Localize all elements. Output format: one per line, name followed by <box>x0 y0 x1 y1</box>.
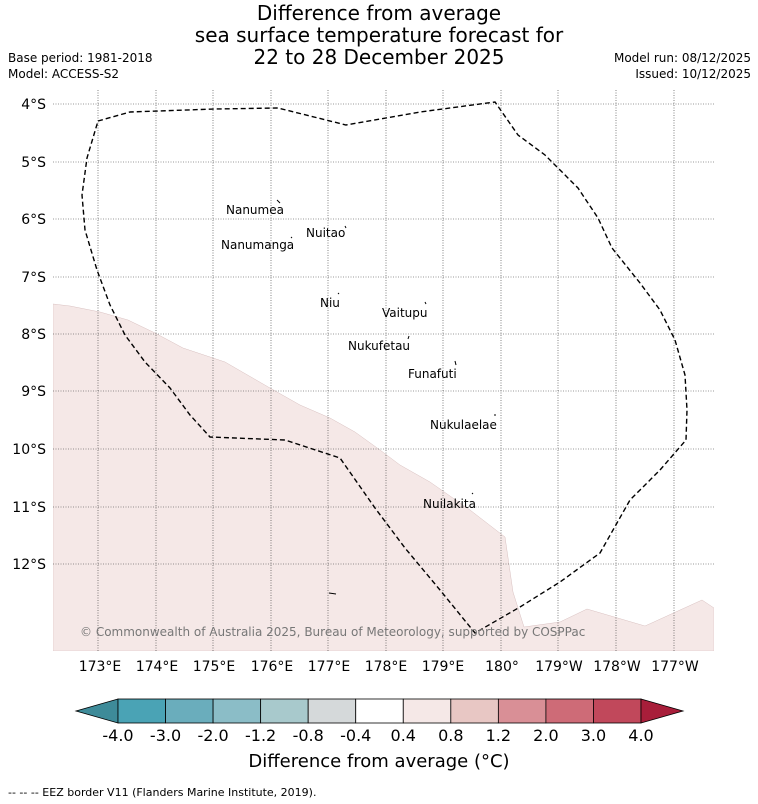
base-period: Base period: 1981-2018 <box>8 51 153 65</box>
issued-date: Issued: 10/12/2025 <box>635 67 751 81</box>
lat-label: 10°S <box>12 442 46 458</box>
colorbar-bin <box>355 698 404 724</box>
colorbar-under-arrow <box>74 698 119 724</box>
island-label: Nuitao <box>306 226 345 240</box>
colorbar-tick-label: 0.4 <box>391 726 416 745</box>
lon-label: 176°E <box>251 659 294 675</box>
colorbar-tick-label: 0.8 <box>438 726 463 745</box>
colorbar-bin <box>307 698 357 724</box>
map: Nanumea Nuitao Nanumanga Niu Vaitupu Nuk… <box>12 90 714 675</box>
lon-label: 179°E <box>422 659 465 675</box>
title-line-2: sea surface temperature forecast for <box>194 23 564 47</box>
lat-label: 11°S <box>12 500 46 516</box>
colorbar-tick-label: 4.0 <box>628 726 653 745</box>
colorbar-bin <box>450 698 499 724</box>
island-label: Nanumea <box>226 203 284 217</box>
colorbar-tick-label: 2.0 <box>533 726 558 745</box>
lon-label: 177°E <box>308 659 351 675</box>
island-label: Nanumanga <box>221 238 294 252</box>
eez-legend-note: -- -- -- EEZ border V11 (Flanders Marine… <box>8 786 317 799</box>
lat-label: 9°S <box>21 384 46 400</box>
copyright-note: © Commonwealth of Australia 2025, Bureau… <box>80 625 585 639</box>
colorbar-tick-label: -3.0 <box>150 726 181 745</box>
model-name: Model: ACCESS-S2 <box>8 67 120 81</box>
colorbar: -4.0 -3.0 -2.0 -1.2 -0.8 -0.4 0.4 0.8 1.2 2.0 3.0 4… <box>74 698 685 745</box>
island-label: Vaitupu <box>382 306 428 320</box>
latitude-labels: 4°S 5°S 6°S 7°S 8°S 9°S 10°S 11°S 12°S <box>12 97 46 573</box>
lat-label: 8°S <box>21 327 46 343</box>
colorbar-tick-label: -1.2 <box>245 726 276 745</box>
colorbar-bin <box>117 698 166 724</box>
island-label: Nukulaelae <box>430 418 497 432</box>
colorbar-over-arrow <box>640 698 685 724</box>
colorbar-bin <box>260 698 309 724</box>
colorbar-tick-label: 1.2 <box>486 726 511 745</box>
title-line-3: 22 to 28 December 2025 <box>253 45 505 69</box>
lon-label: 179°W <box>535 659 583 675</box>
colorbar-title: Difference from average (°C) <box>248 751 510 772</box>
lon-label: 180° <box>485 659 519 675</box>
lon-label: 174°E <box>136 659 179 675</box>
colorbar-bin <box>212 698 262 724</box>
lat-label: 5°S <box>21 155 46 171</box>
lon-label: 178°W <box>593 659 641 675</box>
island-label: Niu <box>320 296 340 310</box>
anomaly-area <box>53 303 714 651</box>
colorbar-bin <box>402 698 452 724</box>
colorbar-bin <box>497 698 547 724</box>
colorbar-tick-label: -0.4 <box>340 726 371 745</box>
longitude-labels: 173°E 174°E 175°E 176°E 177°E 178°E 179°… <box>79 659 699 675</box>
colorbar-bin <box>545 698 594 724</box>
colorbar-bin <box>165 698 214 724</box>
lon-label: 175°E <box>193 659 236 675</box>
lat-label: 6°S <box>21 212 46 228</box>
title-line-1: Difference from average <box>256 1 502 25</box>
model-run: Model run: 08/12/2025 <box>613 51 751 65</box>
colorbar-tick-label: 3.0 <box>581 726 606 745</box>
colorbar-tick-label: -2.0 <box>197 726 228 745</box>
colorbar-bin <box>593 698 642 724</box>
island-label: Funafuti <box>408 367 457 381</box>
colorbar-tick-label: -4.0 <box>102 726 133 745</box>
parallels <box>53 103 714 565</box>
meridians <box>97 90 675 651</box>
colorbar-bins <box>117 698 642 724</box>
lon-label: 173°E <box>79 659 122 675</box>
colorbar-tick-label: -0.8 <box>293 726 324 745</box>
lat-label: 12°S <box>12 557 46 573</box>
island-marks <box>276 199 496 595</box>
lon-label: 178°E <box>365 659 408 675</box>
island-labels: Nanumea Nuitao Nanumanga Niu Vaitupu Nuk… <box>221 203 497 511</box>
lat-label: 4°S <box>21 97 46 113</box>
colorbar-tick-labels: -4.0 -3.0 -2.0 -1.2 -0.8 -0.4 0.4 0.8 1.2 2.0 3.0 4… <box>102 726 653 745</box>
lat-label: 7°S <box>21 270 46 286</box>
island-label: Nuilakita <box>423 497 476 511</box>
island-label: Nukufetau <box>348 339 410 353</box>
lon-label: 177°W <box>651 659 699 675</box>
